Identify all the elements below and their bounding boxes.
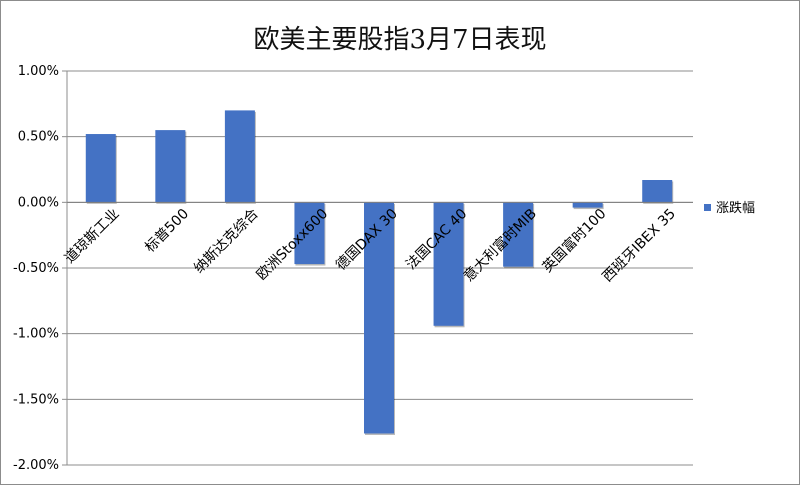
bar (642, 180, 673, 203)
bar (85, 134, 116, 203)
y-tick-label: 1.00% (18, 64, 59, 79)
y-tick-label: 0.00% (18, 195, 59, 210)
y-tick-label: -2.00% (13, 458, 59, 473)
y-tick-label: 0.50% (18, 130, 59, 145)
bar (155, 130, 186, 203)
legend-label: 涨跌幅 (716, 200, 755, 216)
bar (433, 202, 464, 326)
x-category-label: 标普500 (142, 206, 192, 256)
x-category-label: 英国富时100 (539, 205, 610, 276)
bar (364, 202, 394, 434)
y-tick-label: -1.50% (13, 392, 59, 407)
legend-swatch (704, 204, 711, 211)
x-category-label: 纳斯达克综合 (191, 206, 262, 277)
y-tick-label: -0.50% (13, 261, 59, 276)
bar (503, 202, 534, 267)
bar (572, 202, 603, 208)
bar (294, 202, 325, 265)
y-tick-label: -1.00% (13, 327, 59, 342)
x-category-label: 西班牙IBEX 35 (600, 206, 680, 286)
chart-title: 欧美主要股指3月7日表现 (253, 25, 547, 55)
bar (224, 110, 255, 203)
x-category-label: 道琼斯工业 (62, 206, 123, 267)
